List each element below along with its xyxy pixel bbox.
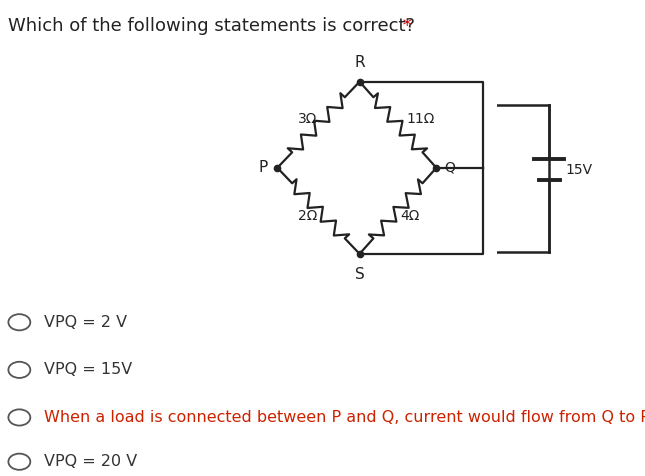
Text: VPQ = 2 V: VPQ = 2 V (44, 315, 127, 330)
Text: P: P (259, 160, 268, 175)
Text: 3Ω: 3Ω (298, 112, 317, 127)
Text: When a load is connected between P and Q, current would flow from Q to P: When a load is connected between P and Q… (44, 410, 645, 425)
Text: R: R (354, 55, 365, 69)
Text: 4Ω: 4Ω (401, 209, 420, 223)
Text: VPQ = 15V: VPQ = 15V (44, 362, 132, 377)
Text: Q: Q (444, 161, 455, 175)
Text: *: * (397, 17, 412, 35)
Text: Which of the following statements is correct?: Which of the following statements is cor… (8, 17, 415, 35)
Text: 11Ω: 11Ω (406, 112, 435, 127)
Text: 2Ω: 2Ω (298, 209, 317, 223)
Text: 15V: 15V (566, 163, 593, 177)
Text: VPQ = 20 V: VPQ = 20 V (44, 454, 137, 469)
Text: S: S (355, 268, 364, 282)
